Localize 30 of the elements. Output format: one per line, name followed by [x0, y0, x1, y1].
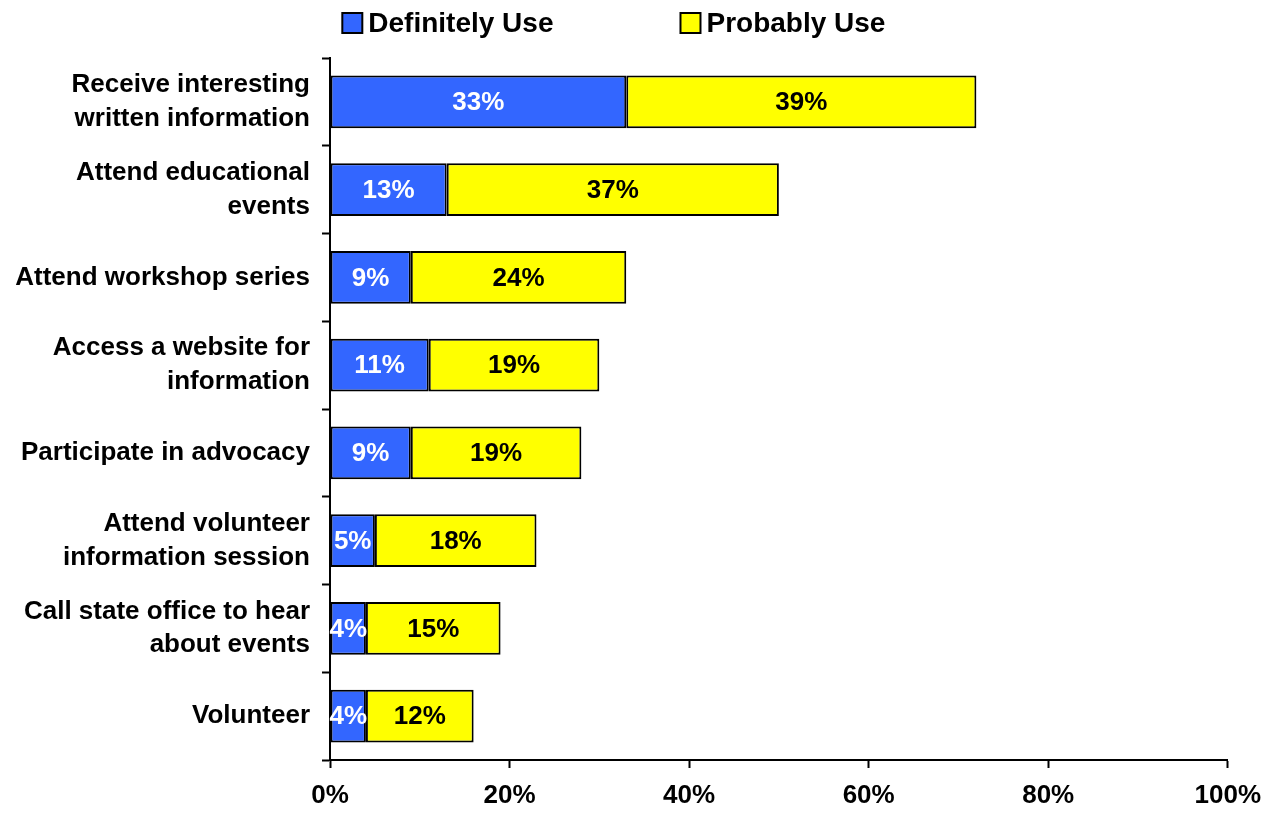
- data-label: 37%: [586, 173, 639, 204]
- x-tick-label: 100%: [1194, 778, 1261, 809]
- y-tick-label: Volunteer: [192, 699, 310, 730]
- data-label: 12%: [393, 700, 446, 731]
- y-tick-label: Attend volunteer information session: [62, 506, 310, 571]
- y-tick-label: Attend educational events: [75, 155, 310, 220]
- y-tick-label: Attend workshop series: [15, 260, 310, 291]
- y-tick-label: Call state office to hear about events: [23, 594, 310, 659]
- data-label: 24%: [492, 261, 545, 292]
- data-label: 9%: [351, 261, 390, 292]
- y-tick-label: Participate in advocacy: [20, 436, 311, 467]
- legend-label: Definitely Use: [368, 6, 554, 38]
- x-tick-label: 60%: [842, 778, 895, 809]
- legend-label: Probably Use: [706, 6, 886, 38]
- y-tick-label: Receive interesting written information: [71, 68, 310, 132]
- data-label: 9%: [351, 437, 390, 468]
- data-label: 33%: [452, 86, 505, 117]
- x-tick-label: 20%: [483, 778, 536, 809]
- data-label: 19%: [470, 437, 523, 468]
- data-label: 39%: [775, 86, 828, 117]
- data-label: 11%: [354, 349, 405, 380]
- x-tick-label: 0%: [311, 778, 349, 809]
- data-label: 15%: [407, 612, 460, 643]
- data-label: 19%: [488, 349, 541, 380]
- data-label: 5%: [333, 524, 372, 555]
- data-label: 13%: [362, 173, 415, 204]
- data-label: 18%: [429, 524, 482, 555]
- x-tick-label: 40%: [663, 778, 716, 809]
- x-tick-label: 80%: [1022, 778, 1075, 809]
- y-tick-label: Access a website for information: [52, 331, 310, 396]
